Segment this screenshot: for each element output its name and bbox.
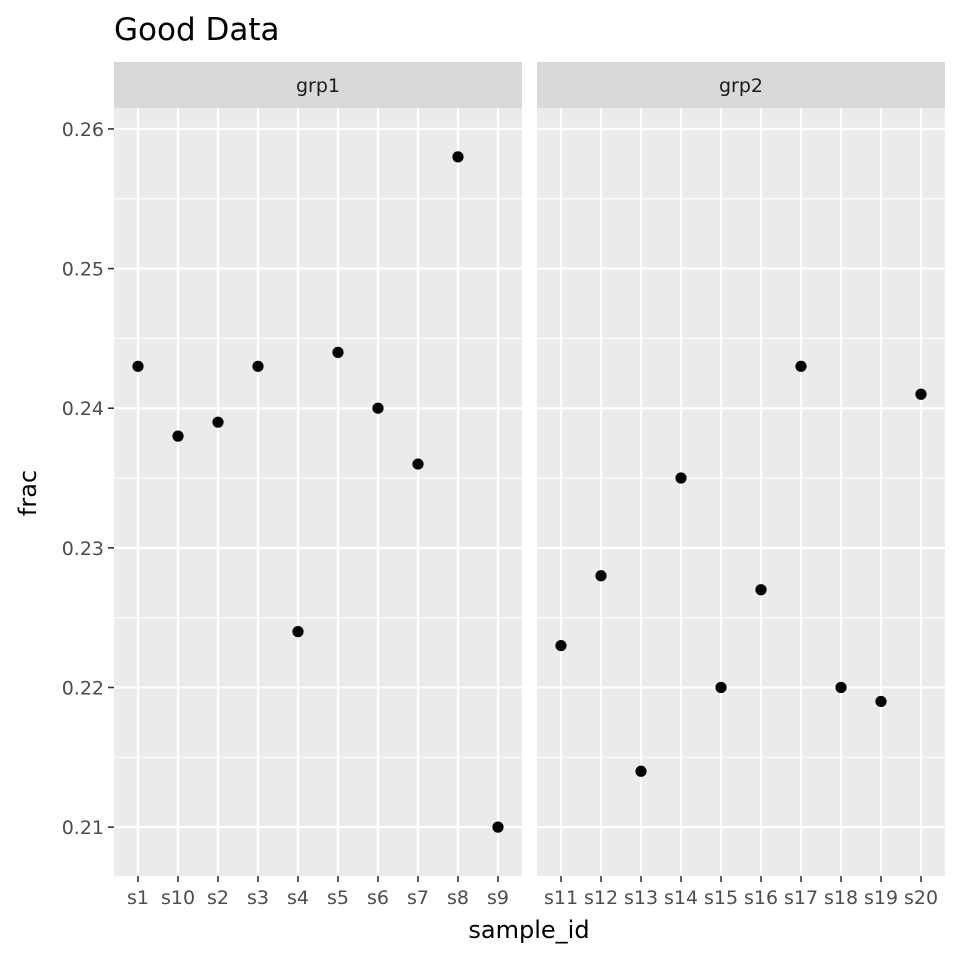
- panel-background: [537, 108, 945, 876]
- x-tick-label: s12: [584, 887, 618, 909]
- data-point: [835, 681, 847, 694]
- x-tick-label: s1: [127, 887, 149, 909]
- facet-panels: grp1 s1 s10 s2 s3 s4 s5 s6 s7 s8 s9 grp2 s11 s12 s13 s1…: [114, 62, 945, 909]
- x-tick-label: s20: [904, 887, 938, 909]
- data-point: [172, 430, 184, 442]
- x-tick-label: s17: [784, 887, 818, 909]
- data-point: [372, 402, 384, 414]
- data-point: [292, 626, 304, 638]
- data-point: [412, 458, 424, 470]
- x-tick-label: s8: [447, 887, 469, 909]
- data-point: [875, 695, 887, 708]
- y-tick-label: 0.23: [62, 538, 104, 560]
- x-tick-label: s3: [247, 887, 269, 909]
- data-point: [675, 472, 687, 484]
- y-tick-label: 0.22: [62, 677, 104, 699]
- x-tick-label: s10: [161, 887, 195, 909]
- data-point: [715, 681, 727, 694]
- facet-strip-label: grp1: [296, 75, 340, 97]
- x-tick-label: s4: [287, 887, 309, 909]
- x-tick-label: s14: [664, 887, 698, 909]
- x-tick-label: s18: [824, 887, 858, 909]
- facet-panel-grp1: grp1 s1 s10 s2 s3 s4 s5 s6 s7 s8 s9: [114, 62, 522, 909]
- x-tick-label: s13: [624, 887, 658, 909]
- data-point: [212, 416, 224, 428]
- facet-strip: [537, 62, 945, 108]
- data-point: [332, 346, 344, 358]
- data-point: [492, 821, 504, 833]
- x-tick-label: s9: [487, 887, 509, 909]
- data-point: [635, 765, 647, 777]
- x-tick-label: s7: [407, 887, 429, 909]
- y-tick-label: 0.24: [62, 398, 104, 420]
- data-point: [595, 570, 607, 582]
- data-point: [132, 360, 144, 372]
- x-tick-label: s19: [864, 887, 898, 909]
- x-axis-title: sample_id: [468, 916, 589, 944]
- y-tick-label: 0.21: [62, 817, 104, 839]
- x-tick-label: s15: [704, 887, 738, 909]
- facet-strip: [114, 62, 522, 108]
- data-point: [915, 388, 927, 400]
- x-tick-label: s11: [544, 887, 578, 909]
- facet-strip-label: grp2: [719, 75, 763, 97]
- x-tick-label: s16: [744, 887, 778, 909]
- y-tick-label: 0.26: [62, 119, 104, 141]
- y-tick-label: 0.25: [62, 259, 104, 281]
- data-point: [795, 360, 807, 372]
- panel-background: [114, 108, 522, 876]
- data-point: [452, 151, 464, 163]
- data-point: [555, 640, 567, 652]
- data-point: [755, 584, 767, 596]
- data-point: [252, 360, 264, 372]
- x-tick-label: s2: [207, 887, 229, 909]
- y-axis-title: frac: [14, 470, 42, 516]
- y-axis: 0.21 0.22 0.23 0.24 0.25 0.26: [62, 119, 114, 839]
- x-tick-label: s6: [367, 887, 389, 909]
- facet-panel-grp2: grp2 s11 s12 s13 s14 s15 s16 s17 s18 s19 s20: [537, 62, 945, 909]
- chart-title: Good Data: [114, 12, 280, 48]
- x-tick-label: s5: [327, 887, 349, 909]
